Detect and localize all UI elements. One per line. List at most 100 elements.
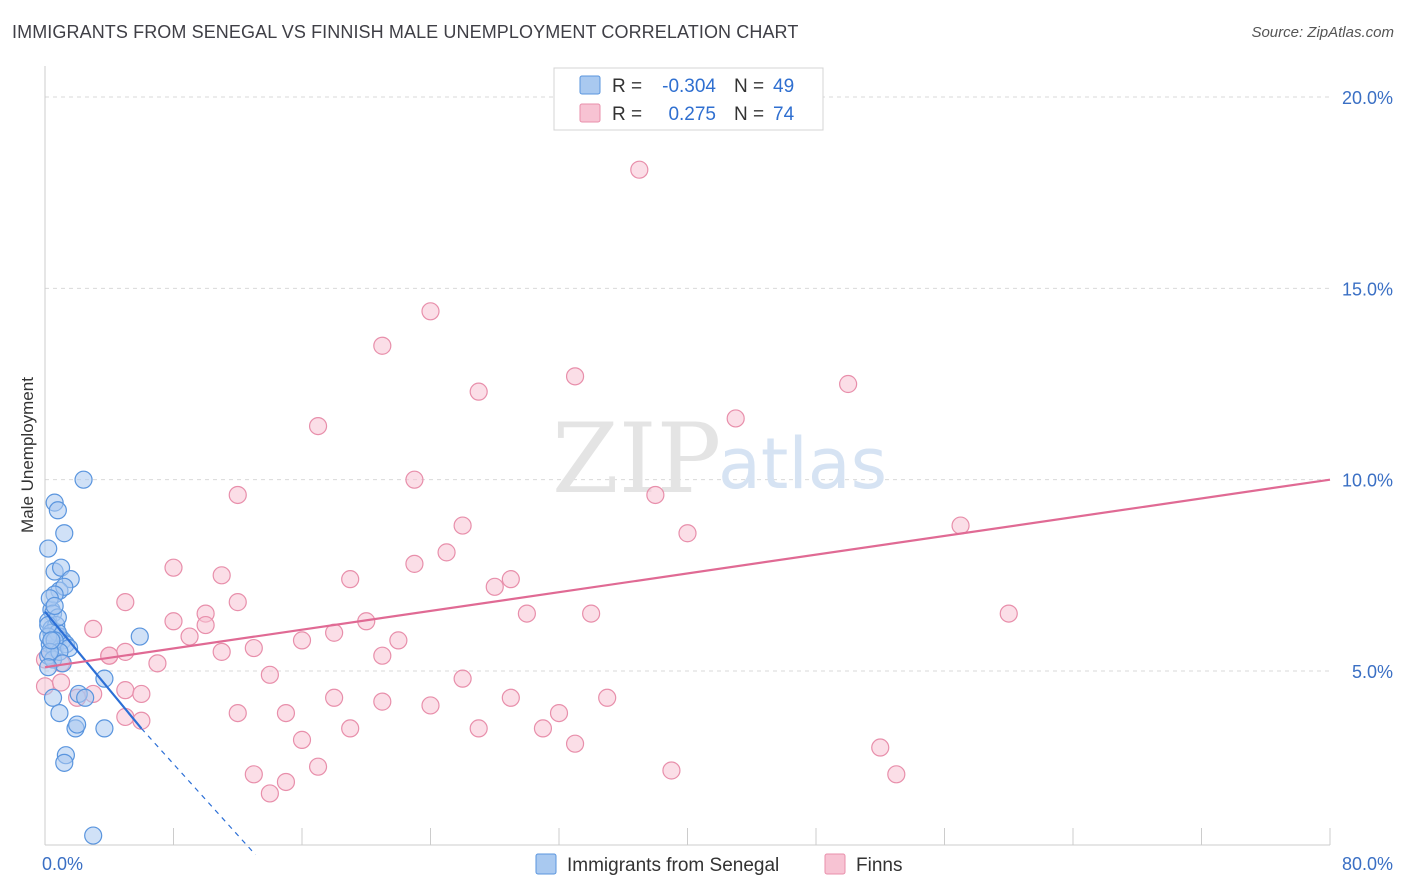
finns-point-35 bbox=[212, 642, 231, 661]
finns-point-22 bbox=[228, 593, 247, 612]
finns-point-59 bbox=[469, 719, 488, 738]
legend-r-label-senegal: R = bbox=[612, 76, 642, 97]
finns-point-25 bbox=[582, 604, 601, 623]
y-tick-label-15: 15.0% bbox=[1342, 279, 1393, 299]
watermark-zip: ZIP bbox=[552, 403, 721, 515]
finns-point-17 bbox=[212, 566, 231, 585]
senegal-point-3 bbox=[48, 501, 67, 520]
finns-point-18 bbox=[341, 570, 360, 589]
finns-point-60 bbox=[533, 719, 553, 738]
senegal-trend-line bbox=[44, 610, 143, 730]
bottom-legend-swatch-finns bbox=[824, 853, 846, 875]
finns-point-43 bbox=[453, 669, 472, 688]
senegal-point-40 bbox=[95, 719, 114, 738]
finns-point-62 bbox=[292, 730, 312, 749]
finns-point-13 bbox=[678, 524, 697, 543]
senegal-point-4 bbox=[55, 524, 74, 543]
senegal-point-33 bbox=[43, 688, 63, 707]
finns-point-27 bbox=[164, 612, 183, 631]
finns-point-69 bbox=[887, 765, 906, 784]
finns-point-66 bbox=[244, 765, 263, 784]
finns-point-56 bbox=[549, 703, 569, 723]
finns-point-48 bbox=[132, 684, 151, 704]
finns-point-50 bbox=[373, 692, 392, 711]
scatter-points bbox=[35, 160, 1018, 845]
finns-point-64 bbox=[871, 738, 890, 757]
finns-point-14 bbox=[437, 543, 456, 562]
finns-point-20 bbox=[485, 577, 504, 596]
finns-point-70 bbox=[260, 784, 279, 803]
finns-point-2 bbox=[373, 336, 392, 355]
x-tick-label-max: 80.0% bbox=[1342, 854, 1393, 874]
senegal-point-42 bbox=[55, 753, 74, 772]
senegal-point-34 bbox=[50, 703, 69, 723]
senegal-point-43 bbox=[84, 826, 103, 845]
finns-point-10 bbox=[646, 485, 665, 505]
finns-point-30 bbox=[180, 627, 199, 646]
finns-point-67 bbox=[276, 772, 296, 792]
senegal-point-37 bbox=[95, 669, 114, 688]
watermark-atlas: atlas bbox=[718, 423, 887, 505]
senegal-point-32 bbox=[130, 627, 149, 646]
finns-point-5 bbox=[839, 374, 858, 394]
senegal-point-45 bbox=[42, 631, 61, 650]
bottom-legend-swatch-senegal bbox=[535, 853, 557, 875]
finns-point-12 bbox=[453, 516, 472, 535]
finns-point-34 bbox=[389, 631, 408, 650]
finns-point-54 bbox=[228, 703, 247, 723]
finns-point-21 bbox=[116, 593, 135, 612]
finns-point-4 bbox=[469, 382, 488, 401]
legend-n-label-finns: N = bbox=[734, 104, 764, 125]
finns-point-47 bbox=[116, 681, 135, 700]
finns-point-36 bbox=[244, 638, 263, 658]
finns-point-32 bbox=[292, 631, 312, 650]
finns-point-40 bbox=[373, 646, 392, 665]
legend-r-value-senegal: -0.304 bbox=[662, 76, 716, 97]
senegal-point-48 bbox=[45, 596, 64, 616]
senegal-trend-extension bbox=[140, 727, 256, 856]
finns-trend-line bbox=[44, 478, 1331, 669]
finns-point-58 bbox=[341, 719, 360, 738]
finns-point-6 bbox=[726, 409, 745, 428]
finns-point-8 bbox=[405, 470, 424, 489]
finns-point-3 bbox=[565, 367, 585, 386]
legend-n-value-senegal: 49 bbox=[773, 76, 794, 97]
finns-point-53 bbox=[598, 688, 617, 707]
chart-title: IMMIGRANTS FROM SENEGAL VS FINNISH MALE … bbox=[12, 22, 799, 42]
finns-point-26 bbox=[999, 604, 1018, 623]
senegal-point-39 bbox=[68, 715, 87, 734]
finns-point-42 bbox=[260, 665, 279, 684]
finns-point-11 bbox=[951, 516, 970, 535]
finns-point-29 bbox=[84, 619, 103, 639]
gridlines bbox=[45, 96, 1330, 672]
finns-point-39 bbox=[148, 654, 167, 673]
correlation-legend: R = -0.304 N = 49 R = 0.275 N = 74 bbox=[553, 67, 824, 131]
legend-r-value-finns: 0.275 bbox=[668, 104, 716, 125]
bottom-legend-label-finns: Finns bbox=[856, 855, 902, 876]
finns-point-9 bbox=[228, 485, 247, 505]
finns-point-31 bbox=[196, 615, 215, 635]
bottom-legend-label-senegal: Immigrants from Senegal bbox=[567, 855, 779, 876]
finns-point-16 bbox=[164, 558, 183, 577]
legend-swatch-finns bbox=[579, 103, 601, 123]
finns-point-24 bbox=[517, 604, 536, 623]
finns-point-7 bbox=[308, 416, 328, 436]
axes bbox=[44, 66, 1331, 846]
y-tick-label-5: 5.0% bbox=[1352, 662, 1393, 682]
finns-point-55 bbox=[276, 703, 296, 723]
finns-point-19 bbox=[501, 570, 520, 589]
trend-lines bbox=[44, 478, 1331, 856]
senegal-point-5 bbox=[74, 470, 93, 489]
chart-source: Source: ZipAtlas.com bbox=[1251, 24, 1394, 41]
finns-point-1 bbox=[421, 302, 440, 321]
y-tick-label-10: 10.0% bbox=[1342, 471, 1393, 491]
senegal-point-36 bbox=[76, 688, 95, 707]
finns-point-68 bbox=[662, 761, 681, 780]
finns-point-49 bbox=[325, 688, 344, 707]
series-legend: Immigrants from Senegal Finns bbox=[535, 853, 902, 876]
x-tick-label-min: 0.0% bbox=[42, 854, 83, 874]
finns-point-0 bbox=[630, 160, 649, 179]
finns-point-15 bbox=[405, 554, 424, 573]
finns-point-52 bbox=[501, 688, 520, 707]
